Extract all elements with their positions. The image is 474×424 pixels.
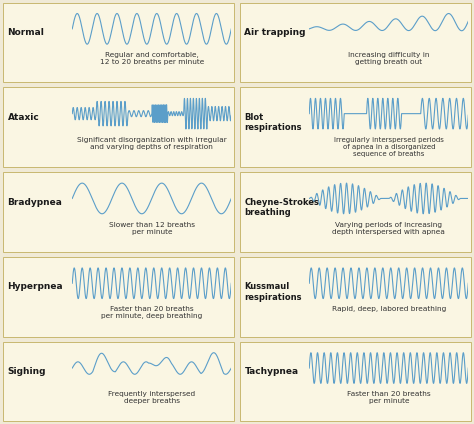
Text: Blot
respirations: Blot respirations [245,113,302,132]
Text: Increasing difficulty in
getting breath out: Increasing difficulty in getting breath … [348,52,429,65]
Text: Normal: Normal [8,28,45,37]
Text: Regular and comfortable,
12 to 20 breaths per minute: Regular and comfortable, 12 to 20 breath… [100,52,204,65]
Text: Frequently interspersed
deeper breaths: Frequently interspersed deeper breaths [108,391,195,404]
Text: Sighing: Sighing [8,367,46,376]
Text: Faster than 20 breaths
per minute, deep breathing: Faster than 20 breaths per minute, deep … [101,307,202,319]
Text: Tachypnea: Tachypnea [245,367,299,376]
Text: Cheyne-Strokes
breathing: Cheyne-Strokes breathing [245,198,319,217]
Text: Significant disorganization with irregular
and varying depths of respiration: Significant disorganization with irregul… [77,137,227,150]
Text: Ataxic: Ataxic [8,113,39,122]
Text: Slower than 12 breaths
per minute: Slower than 12 breaths per minute [109,222,195,234]
Text: Air trapping: Air trapping [245,28,306,37]
Text: Faster than 20 breaths
per minute: Faster than 20 breaths per minute [347,391,430,404]
Text: Varying periods of increasing
depth interspersed with apnea: Varying periods of increasing depth inte… [332,222,445,234]
Text: Irregularly interspersed periods
of apnea in a disorganized
sequence of breaths: Irregularly interspersed periods of apne… [334,137,444,157]
Text: Kussmaul
respirations: Kussmaul respirations [245,282,302,302]
Text: Rapid, deep, labored breathing: Rapid, deep, labored breathing [332,307,446,312]
Text: Bradypnea: Bradypnea [8,198,63,206]
Text: Hyperpnea: Hyperpnea [8,282,63,291]
